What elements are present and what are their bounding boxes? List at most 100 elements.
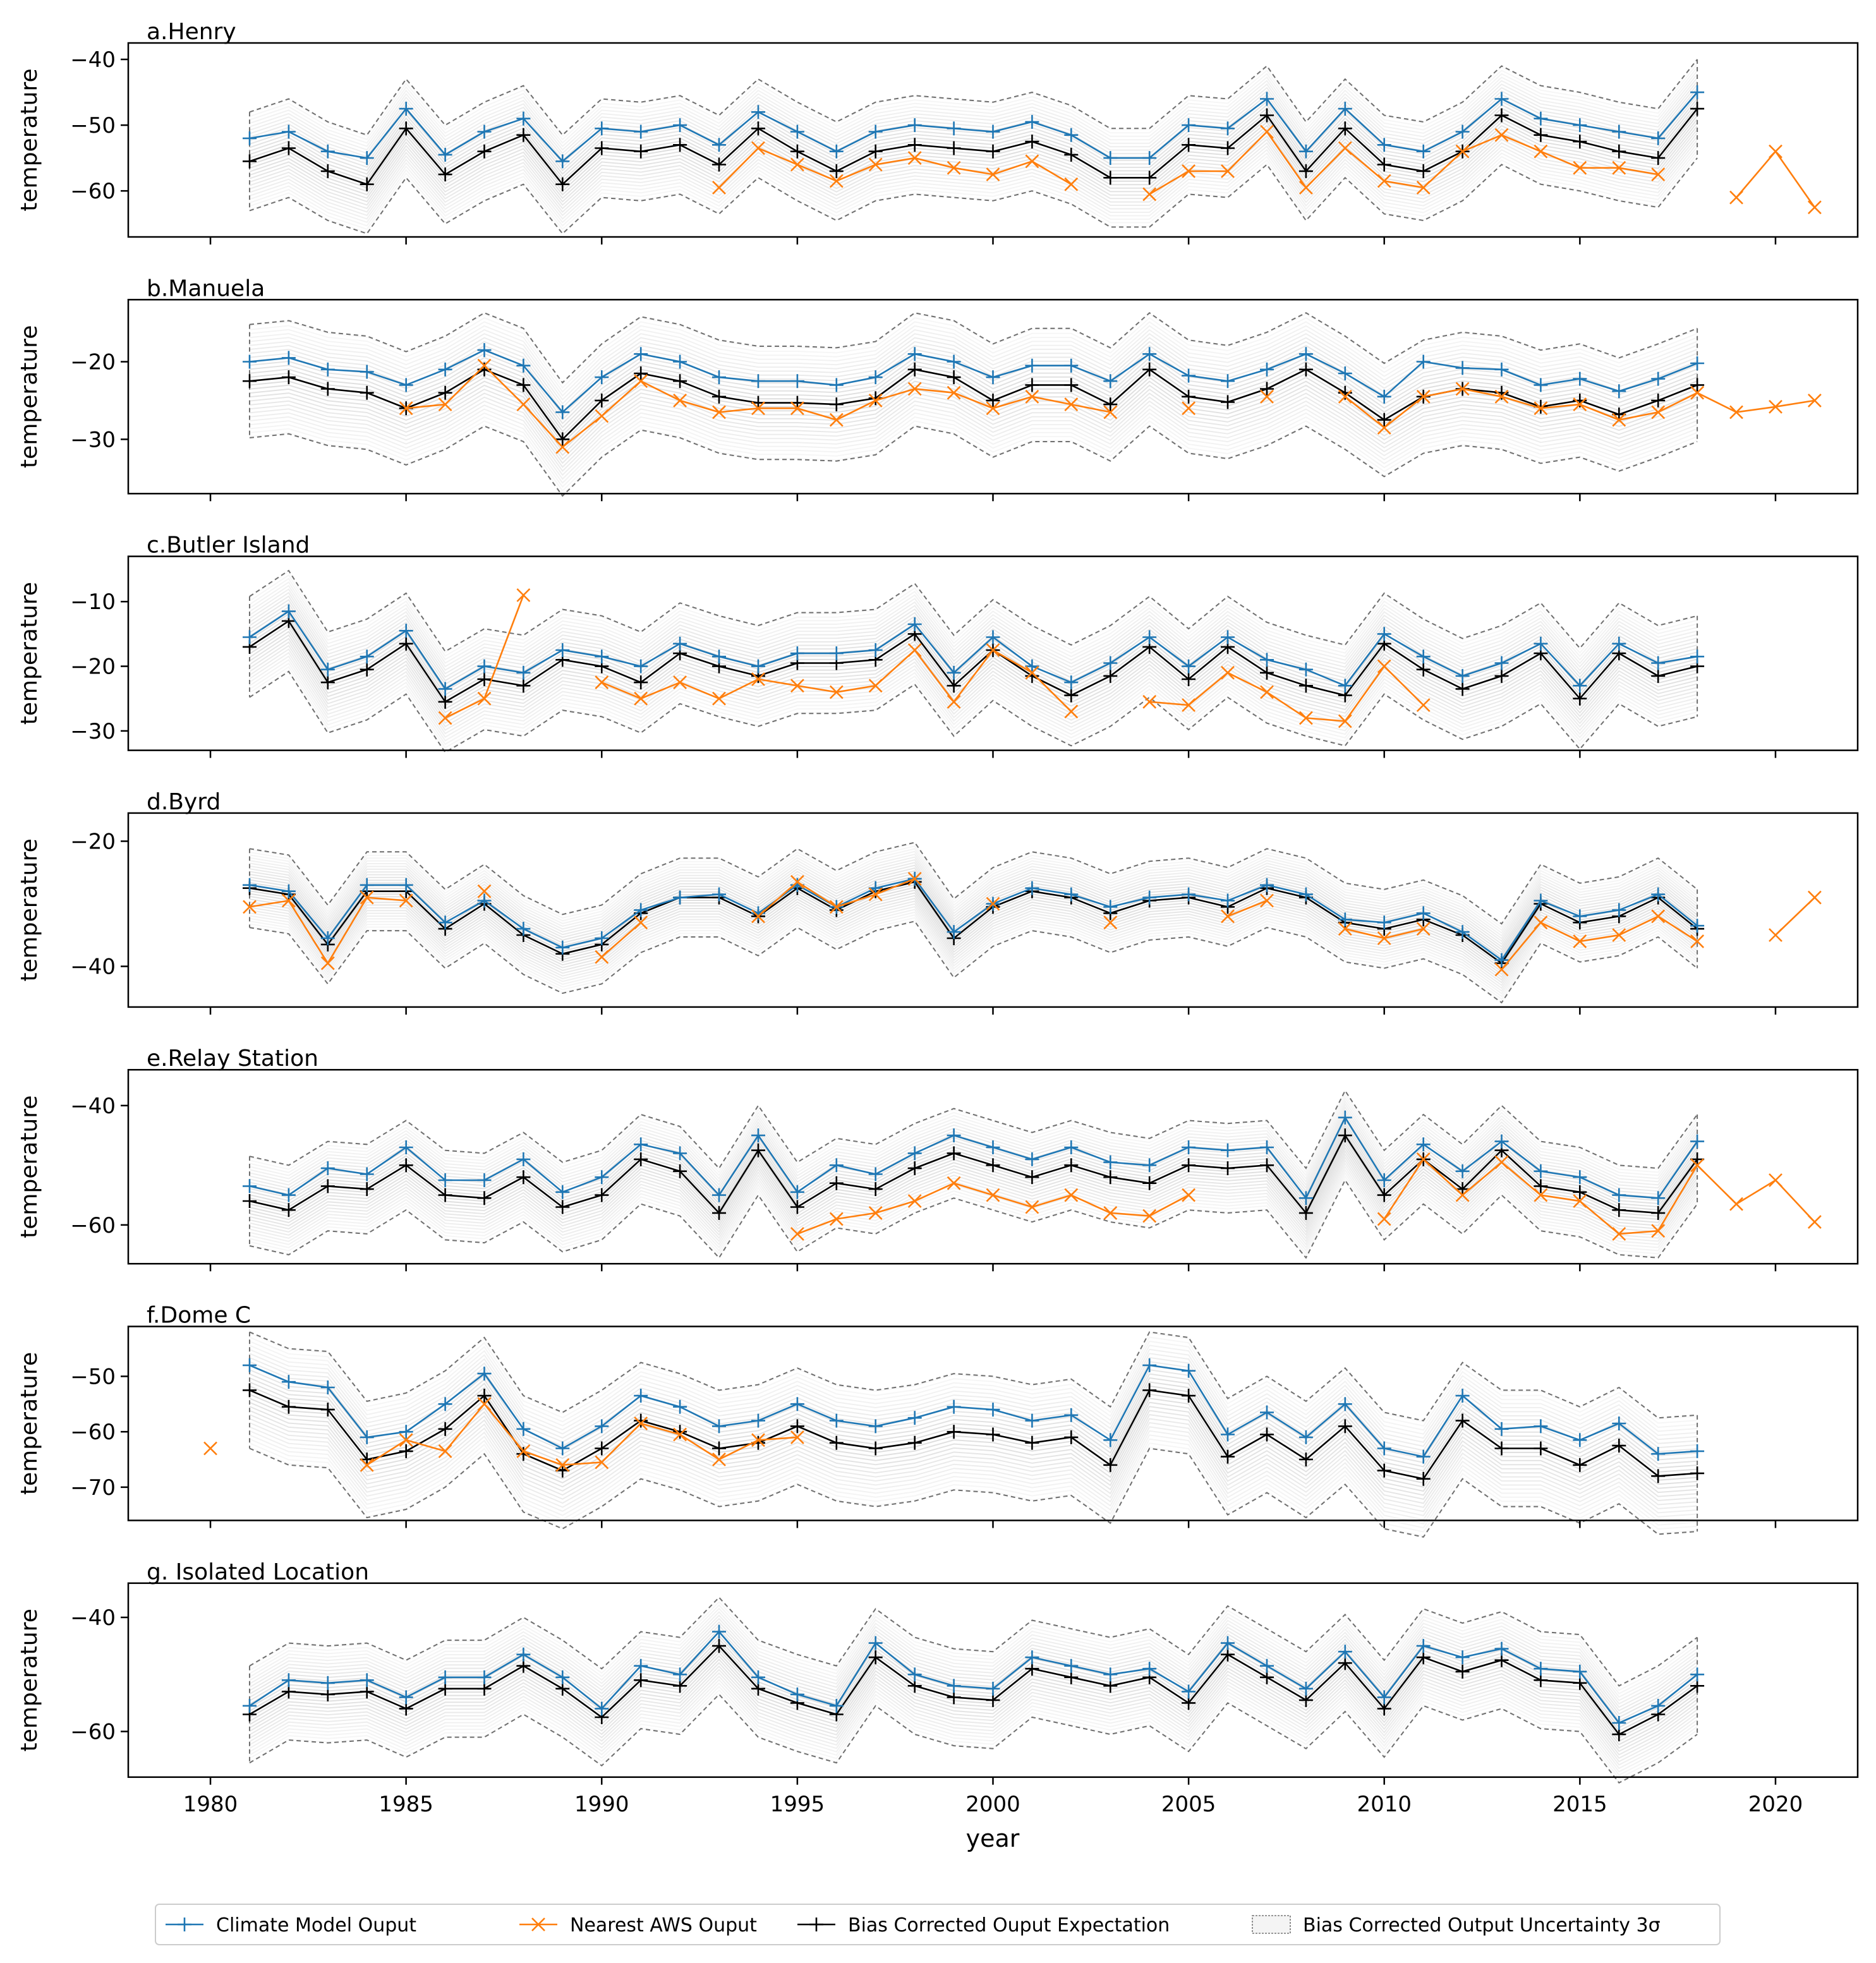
uncertainty-ensemble-line <box>249 416 1698 488</box>
panel-title: d.Byrd <box>147 789 221 815</box>
x-tick-label: 2010 <box>1357 1792 1412 1817</box>
legend-entry-bias: Bias Corrected Ouput Expectation <box>797 1914 1170 1936</box>
uncertainty-ensemble <box>248 1596 1698 1784</box>
uncertainty-ensemble-line <box>249 84 1698 161</box>
uncertainty-ensemble-line <box>249 361 1698 433</box>
climate-model-series <box>241 1109 1705 1206</box>
uncertainty-ensemble-line <box>249 1348 1698 1439</box>
climate-model-series-point <box>868 642 883 658</box>
uncertainty-ensemble-line <box>249 581 1698 664</box>
legend-frame <box>155 1904 1721 1945</box>
uncertainty-ensemble <box>248 311 1698 497</box>
climate-model-series-point <box>1180 368 1197 384</box>
climate-model-series-point <box>1024 1151 1040 1168</box>
uncertainty-ensemble-line <box>249 1090 1698 1171</box>
uncertainty-ensemble-line <box>249 1118 1698 1199</box>
panel-a-henry: −40 −50 −60 a.Henry temperature <box>16 19 1859 245</box>
uncertainty-ensemble-line <box>249 1658 1698 1749</box>
uncertainty-ensemble-line <box>249 1144 1698 1224</box>
aws-series <box>360 1397 805 1473</box>
uncertainty-ensemble-line <box>249 1344 1698 1435</box>
uncertainty-3sigma-upper <box>249 569 1698 653</box>
aws-series <box>1729 144 1822 215</box>
legend-label: Nearest AWS Ouput <box>570 1914 757 1936</box>
uncertainty-ensemble-line <box>249 1679 1698 1770</box>
uncertainty-ensemble-line <box>249 420 1698 492</box>
uncertainty-ensemble-line <box>249 412 1698 484</box>
uncertainty-ensemble-line <box>249 1669 1698 1759</box>
aws-series-point <box>1768 927 1783 943</box>
uncertainty-ensemble-line <box>249 66 1698 144</box>
uncertainty-ensemble-line <box>249 139 1698 217</box>
uncertainty-ensemble-line <box>249 1641 1698 1732</box>
aws-series <box>594 643 1079 719</box>
uncertainty-ensemble-line <box>249 149 1698 227</box>
uncertainty-ensemble-line <box>249 911 1698 995</box>
uncertainty-ensemble <box>248 842 1698 1004</box>
uncertainty-3sigma-lower <box>249 157 1698 235</box>
bias-corrected-series-point <box>1572 1457 1588 1473</box>
uncertainty-ensemble-line <box>249 1106 1698 1187</box>
uncertainty-ensemble-line <box>249 321 1698 393</box>
uncertainty-ensemble-line <box>249 850 1698 934</box>
uncertainty-ensemble-line <box>249 1426 1698 1516</box>
legend-entry-unc: Bias Corrected Output Uncertainty 3σ <box>1252 1914 1661 1936</box>
y-axis-label: temperature <box>16 582 42 725</box>
y-axis-label: temperature <box>16 1609 42 1751</box>
uncertainty-ensemble-line <box>249 905 1698 989</box>
x-tick-label: 1985 <box>378 1792 433 1817</box>
uncertainty-ensemble-line <box>249 408 1698 480</box>
panel-d-byrd: −20 −40 d.Byrd temperature <box>16 789 1859 1015</box>
bias-corrected-series-line <box>249 1389 1698 1480</box>
uncertainty-ensemble-line <box>249 1442 1698 1533</box>
bias-corrected-series-line <box>249 108 1698 186</box>
panel-title: c.Butler Island <box>147 533 310 559</box>
uncertainty-ensemble-line <box>249 1140 1698 1221</box>
uncertainty-ensemble-line <box>249 59 1698 137</box>
uncertainty-3sigma-upper <box>249 311 1698 384</box>
climate-model-series <box>241 1357 1705 1465</box>
uncertainty-ensemble-line <box>249 845 1698 929</box>
uncertainty-ensemble-line <box>249 1332 1698 1423</box>
y-tick-label: −40 <box>70 47 116 73</box>
uncertainty-ensemble-line <box>249 666 1698 749</box>
uncertainty-ensemble-line <box>249 404 1698 476</box>
bias-corrected-series-point <box>828 1175 845 1191</box>
uncertainty-3sigma-lower <box>249 1447 1698 1538</box>
uncertainty-ensemble-line <box>249 1149 1698 1230</box>
uncertainty-ensemble-line <box>249 146 1698 224</box>
uncertainty-ensemble-line <box>249 1422 1698 1513</box>
y-tick-label: −60 <box>70 1213 116 1238</box>
y-tick-label: −60 <box>70 1420 116 1445</box>
uncertainty-ensemble-line <box>249 384 1698 456</box>
climate-model-series-line <box>249 1116 1698 1200</box>
bias-corrected-series-point <box>946 140 962 156</box>
uncertainty-ensemble-line <box>249 329 1698 401</box>
uncertainty-ensemble-line <box>249 1634 1698 1725</box>
climate-model-series-point <box>1689 648 1705 665</box>
climate-model-series-point <box>1063 674 1079 691</box>
uncertainty-ensemble-line <box>249 591 1698 675</box>
uncertainty-ensemble-line <box>249 1672 1698 1763</box>
aws-series <box>438 588 531 725</box>
uncertainty-ensemble-line <box>249 588 1698 671</box>
uncertainty-ensemble-line <box>249 862 1698 945</box>
climate-model-series-line <box>249 878 1698 962</box>
aws-series <box>1768 890 1822 943</box>
climate-model-series <box>241 84 1705 169</box>
climate-model-series-point <box>907 117 923 133</box>
bias-corrected-series <box>241 1638 1705 1743</box>
y-tick-label: −40 <box>70 1094 116 1119</box>
y-axis-label: temperature <box>16 1352 42 1495</box>
uncertainty-ensemble-line <box>249 325 1698 397</box>
aws-series-point <box>1807 890 1822 905</box>
uncertainty-3sigma-lower <box>249 921 1698 1004</box>
uncertainty-ensemble-line <box>249 132 1698 210</box>
climate-model-series-point <box>1494 655 1510 671</box>
aws-series-point <box>477 691 492 706</box>
uncertainty-ensemble-line <box>249 1617 1698 1708</box>
uncertainty-ensemble-line <box>249 577 1698 661</box>
bias-corrected-series-point <box>241 1382 258 1398</box>
climate-model-series-line <box>249 1364 1698 1458</box>
